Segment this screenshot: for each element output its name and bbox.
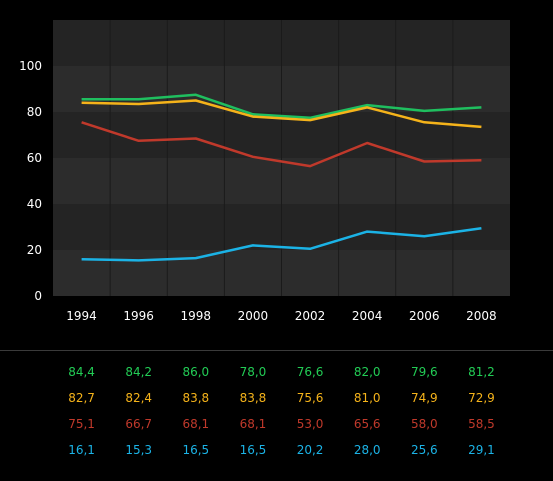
table-cell: 15,3 [125, 443, 153, 457]
table-row: 84,4 84,2 86,0 78,0 76,6 82,0 79,6 81,2 [0, 364, 553, 380]
x-tick-label: 1996 [123, 309, 154, 323]
x-tick-label: 2008 [466, 309, 497, 323]
table-cell: 82,7 [68, 391, 95, 405]
y-tick-label: 0 [34, 289, 42, 303]
table-cell: 75,1 [68, 417, 95, 431]
series-line-1 [81, 93, 482, 120]
table-cell: 72,9 [468, 391, 495, 405]
table-cell: 78,0 [239, 365, 267, 379]
x-tick-label: 1998 [181, 309, 212, 323]
table-cell: 29,1 [468, 443, 495, 457]
table-cell: 84,2 [125, 365, 153, 379]
table-cell: 53,0 [296, 417, 324, 431]
table-cell: 74,9 [410, 391, 438, 405]
table-cell: 76,6 [296, 365, 324, 379]
vertical-gridlines [109, 20, 454, 296]
table-cell: 16,1 [68, 443, 95, 457]
table-cell: 81,0 [353, 391, 381, 405]
table-cell: 81,2 [468, 365, 495, 379]
y-tick-label: 40 [27, 197, 42, 211]
table-cell: 66,7 [125, 417, 153, 431]
table-cell: 82,4 [125, 391, 153, 405]
table-cell: 20,2 [296, 443, 324, 457]
x-axis: 1994 1996 1998 2000 2002 2004 2006 2008 [66, 309, 496, 323]
table-cell: 84,4 [68, 365, 95, 379]
x-tick-label: 2002 [295, 309, 326, 323]
y-axis: 0 20 40 60 80 100 [19, 59, 42, 303]
table-cell: 75,6 [296, 391, 324, 405]
table-row: 82,7 82,4 83,8 83,8 75,6 81,0 74,9 72,9 [0, 390, 553, 406]
x-tick-label: 1994 [66, 309, 97, 323]
table-cell: 68,1 [239, 417, 267, 431]
table-cell: 16,5 [239, 443, 267, 457]
table-row: 75,1 66,7 68,1 68,1 53,0 65,6 58,0 58,5 [0, 416, 553, 432]
y-tick-label: 100 [19, 59, 42, 73]
table-row: 16,1 15,3 16,5 16,5 20,2 28,0 25,6 29,1 [0, 442, 553, 458]
divider [0, 350, 553, 351]
x-tick-label: 2006 [409, 309, 440, 323]
y-tick-label: 60 [27, 151, 42, 165]
series-line-4 [81, 226, 482, 262]
x-tick-label: 2000 [238, 309, 269, 323]
table-cell: 86,0 [182, 365, 210, 379]
table-cell: 83,8 [182, 391, 210, 405]
y-tick-label: 20 [27, 243, 42, 257]
line-chart: 0 20 40 60 80 100 1994 1996 1998 2000 2002 2004 200… [19, 20, 510, 323]
table-cell: 16,5 [182, 443, 210, 457]
data-table: 84,4 84,2 86,0 78,0 76,6 82,0 79,6 81,2 82,7 82,4… [0, 364, 553, 481]
table-cell: 79,6 [410, 365, 438, 379]
table-cell: 83,8 [239, 391, 267, 405]
table-cell: 68,1 [182, 417, 210, 431]
series-lines [81, 93, 482, 262]
table-cell: 65,6 [353, 417, 381, 431]
table-cell: 25,6 [410, 443, 438, 457]
series-line-2 [81, 99, 482, 129]
table-cell: 82,0 [353, 365, 381, 379]
table-cell: 58,5 [468, 417, 495, 431]
table-cell: 28,0 [353, 443, 381, 457]
y-tick-label: 80 [27, 105, 42, 119]
x-tick-label: 2004 [352, 309, 383, 323]
series-line-3 [81, 121, 482, 168]
table-cell: 58,0 [410, 417, 438, 431]
